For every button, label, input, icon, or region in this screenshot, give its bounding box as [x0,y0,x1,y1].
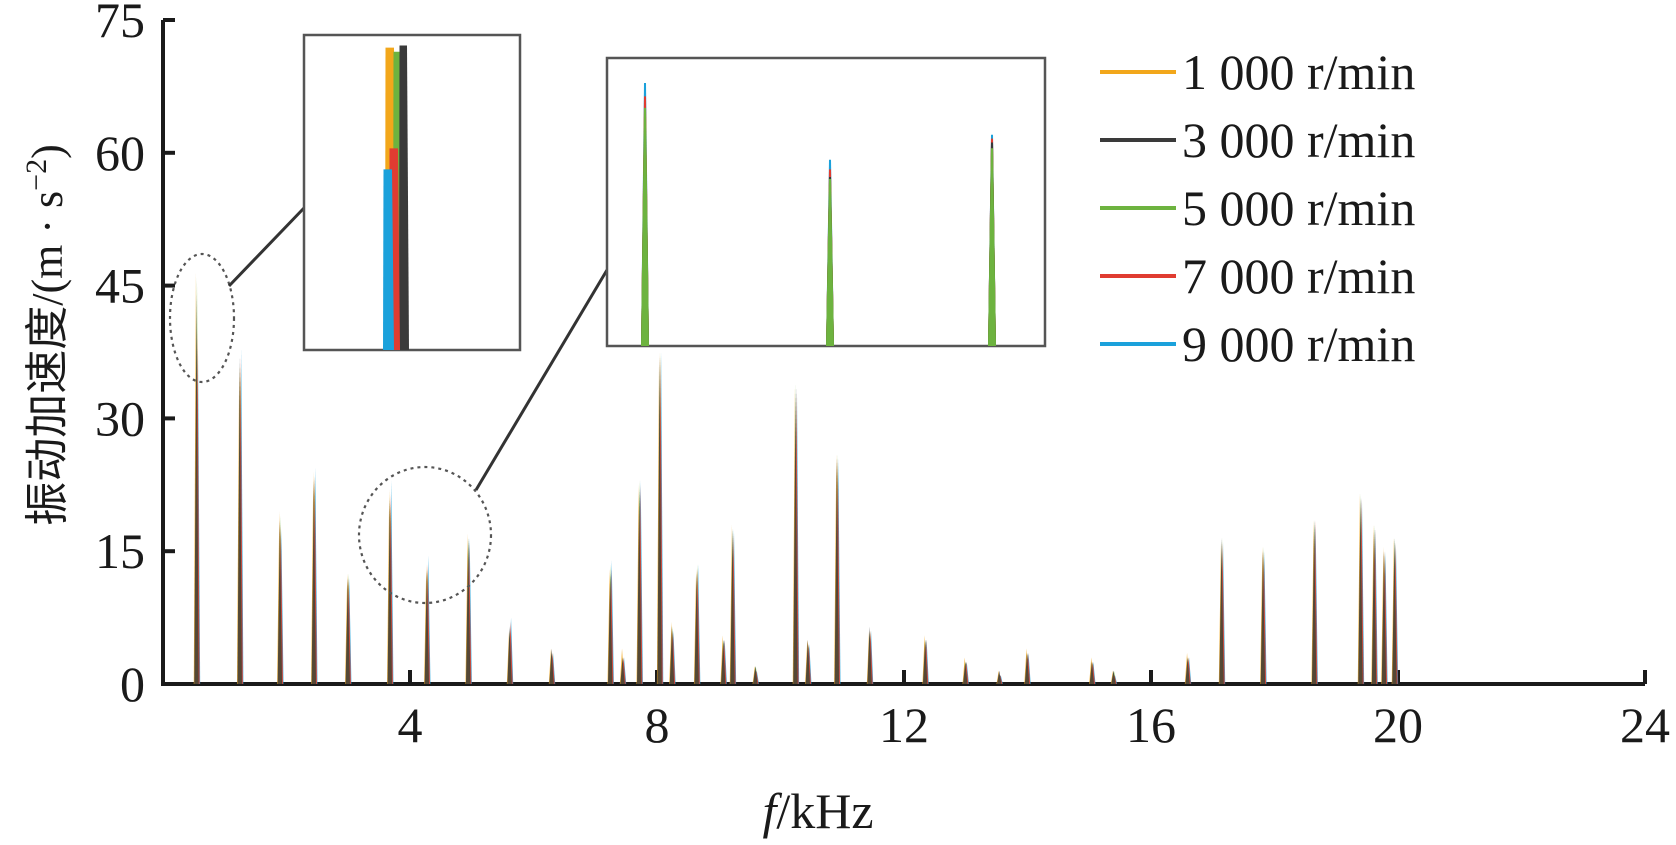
peak-bar [694,573,699,684]
peak-bar [1392,537,1397,684]
peak-bar [1111,670,1116,684]
x-axis-label: f/kHz [762,783,873,839]
peak-bar [465,537,471,684]
peak-bar [1260,551,1266,684]
peak-bar [424,570,429,684]
peak-bar [834,458,840,684]
zoom-circle-1 [168,252,236,384]
peak-bar [657,356,662,684]
y-tick-label: 45 [95,258,145,314]
legend: 1 000 r/min 3 000 r/min 5 000 r/min 7 000 r… [1100,44,1415,372]
peak-bar [1219,537,1224,684]
peak-bar [637,489,642,684]
peak-bar [922,639,928,684]
inset-zoom-2 [605,56,1047,348]
y-axis-label-main: 振动加速度/(m · s [23,191,72,526]
legend-label: 1 000 r/min [1182,44,1415,100]
legend-label: 5 000 r/min [1182,180,1415,236]
peak-bar [997,670,1002,684]
peak-bar [237,356,242,684]
inset-2-frame [605,56,1047,348]
x-tick-label: 12 [879,697,929,753]
inset-1-peak-bar [399,45,409,350]
zoom-circle-2 [357,465,493,605]
inset-2-peaks [641,82,996,347]
y-tick-label: 75 [95,0,145,48]
inset-1-peaks [383,45,409,351]
inset-2-peak-bar [826,178,834,346]
peak-bar [194,294,199,684]
peak-bar [867,626,872,684]
peak-bar [1024,653,1030,684]
peak-bar [345,577,350,684]
peak-bar [1381,551,1387,684]
y-axis-label: 振动加速度/(m · s−2) [20,144,73,525]
x-tick-label: 24 [1620,697,1670,753]
peak-bar [549,648,554,684]
inset-1-peak-bar [383,169,394,350]
legend-label: 9 000 r/min [1182,316,1415,372]
x-axis-ticks: 4 8 12 16 20 24 [398,670,1670,753]
peak-bar [753,666,758,684]
callout-line-2 [474,269,609,491]
y-axis-label-exponent: −2 [20,159,53,191]
y-axis-ticks: 0 15 30 45 60 75 [95,0,175,712]
peak-bar [720,639,726,684]
peak-bar [669,626,675,684]
peak-bar [277,520,283,684]
peak-bar [963,661,968,684]
peak-bar [507,626,512,684]
peak-bar [387,498,392,684]
y-tick-label: 15 [95,523,145,579]
peak-bar [730,529,735,684]
inset-2-peak-bar [641,107,649,346]
x-axis-label-unit: /kHz [776,783,873,839]
inset-1-frame [302,33,522,352]
y-tick-label: 60 [95,125,145,181]
y-axis-label-close: ) [23,144,72,159]
peak-bar [620,657,625,684]
peak-bar [607,573,613,684]
x-tick-label: 16 [1126,697,1176,753]
legend-label: 3 000 r/min [1182,112,1415,168]
spectrum-peaks [193,272,1399,684]
peak-bar [1371,529,1377,684]
x-tick-label: 4 [398,697,423,753]
y-tick-label: 30 [95,390,145,446]
peak-bar [1311,520,1317,684]
peak-bar [805,639,810,684]
y-tick-label: 0 [120,656,145,712]
peak-bar [793,391,798,684]
x-tick-label: 20 [1373,697,1423,753]
peak-bar [1358,498,1363,684]
inset-zoom-1 [302,33,522,352]
peak-bar [311,480,316,684]
callout-line-1 [227,206,306,288]
x-tick-label: 8 [645,697,670,753]
peak-bar [1185,657,1190,684]
peak-bar [1089,661,1095,684]
inset-2-peak-bar [988,148,996,346]
legend-label: 7 000 r/min [1182,248,1415,304]
